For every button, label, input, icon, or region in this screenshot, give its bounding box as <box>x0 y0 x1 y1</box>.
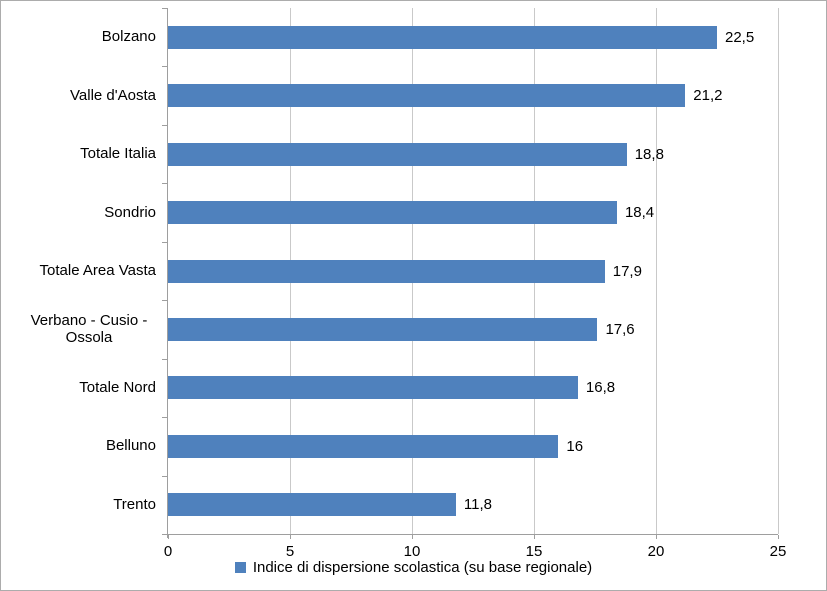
value-axis-tick <box>778 535 779 539</box>
category-label: Totale Nord <box>1 359 156 417</box>
gridline <box>656 8 657 534</box>
bar <box>168 142 627 166</box>
value-axis-tick <box>168 535 169 539</box>
value-axis-tick-label: 20 <box>647 543 665 560</box>
value-axis-tick-label: 0 <box>163 543 173 560</box>
bar-value-label: 18,8 <box>634 145 664 163</box>
bar <box>168 84 686 108</box>
category-label: Sondrio <box>1 183 156 241</box>
category-label: Trento <box>1 476 156 534</box>
category-axis-line <box>167 8 168 538</box>
bar-value-label: 11,8 <box>463 496 492 514</box>
value-axis-tick <box>656 535 657 539</box>
category-label-text: Totale Italia <box>80 145 156 163</box>
value-axis-tick <box>412 535 413 539</box>
value-axis-tick-label: 15 <box>525 543 543 560</box>
category-axis-tick <box>162 358 168 360</box>
legend-label: Indice di dispersione scolastica (su bas… <box>252 559 593 576</box>
bar <box>168 493 456 517</box>
value-axis-tick-label: 5 <box>285 543 295 560</box>
bar-value-label: 17,9 <box>612 262 642 280</box>
category-label-text: Belluno <box>105 437 156 455</box>
category-axis-tick <box>162 534 168 535</box>
category-label-text: Verbano - Cusio - Ossola <box>30 311 148 347</box>
bar-value-label: 16,8 <box>585 379 616 397</box>
gridline <box>778 8 779 534</box>
category-axis-tick <box>162 241 168 243</box>
category-axis-tick <box>162 417 168 419</box>
category-axis-tick <box>162 66 168 68</box>
category-axis-tick <box>162 124 168 126</box>
bar <box>168 201 617 225</box>
category-label-text: Bolzano <box>101 28 156 46</box>
bar <box>168 376 578 400</box>
value-axis-tick <box>290 535 291 539</box>
category-axis-tick <box>162 183 168 185</box>
bar <box>168 317 598 341</box>
bar <box>168 434 559 458</box>
bar-value-label: 17,6 <box>605 320 635 338</box>
bar-value-label: 22,5 <box>725 28 755 46</box>
bar <box>168 25 717 49</box>
category-label-text: Trento <box>113 495 156 513</box>
category-label: Totale Area Vasta <box>1 242 156 300</box>
bar <box>168 259 605 283</box>
category-label: Totale Italia <box>1 125 156 183</box>
category-label-text: Sondrio <box>104 203 156 221</box>
legend-series-marker-icon <box>234 562 246 573</box>
bar-value-label: 21,2 <box>693 87 723 105</box>
category-label-text: Totale Area Vasta <box>39 262 156 280</box>
value-axis-tick-label: 25 <box>769 543 787 560</box>
category-label-text: Valle d'Aosta <box>70 86 156 104</box>
legend: Indice di dispersione scolastica (su bas… <box>1 559 826 576</box>
category-axis-tick <box>162 475 168 477</box>
category-label: Belluno <box>1 417 156 475</box>
category-axis-tick <box>162 8 168 9</box>
value-axis-tick <box>534 535 535 539</box>
category-label: Verbano - Cusio - Ossola <box>1 300 156 358</box>
bar-value-label: 18,4 <box>624 204 655 222</box>
category-axis-tick <box>162 300 168 302</box>
bar-value-label: 16 <box>566 437 584 455</box>
category-label: Valle d'Aosta <box>1 66 156 124</box>
category-label-text: Totale Nord <box>79 379 156 397</box>
value-axis-tick-label: 10 <box>403 543 421 560</box>
value-axis-line <box>167 534 778 535</box>
category-label: Bolzano <box>1 8 156 66</box>
